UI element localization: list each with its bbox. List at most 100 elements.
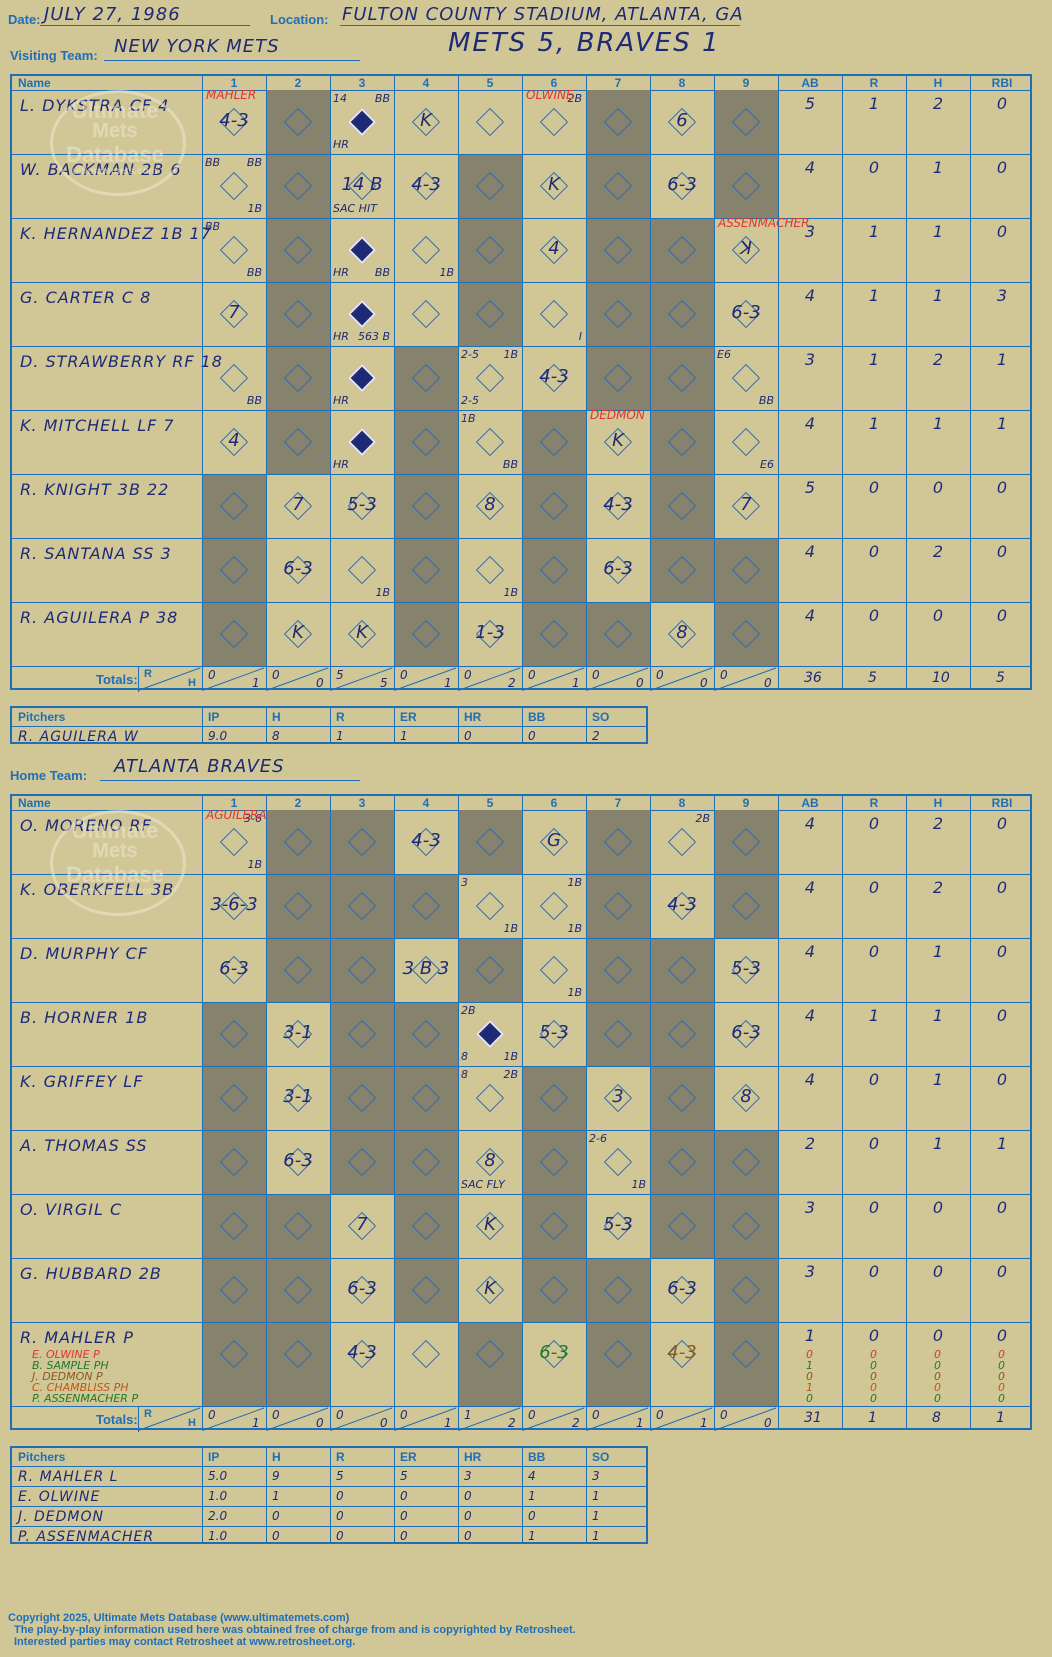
watermark-text: Database [66,862,164,887]
home-cell-r8-inn5: K [458,1258,522,1322]
base-diamond-icon [283,427,313,457]
play-result: 3-6-3 [210,894,258,915]
base-diamond-icon [283,107,313,137]
rbi-value: 0 [996,542,1008,561]
base-diamond-icon [731,171,761,201]
visitors-cell-r7-inn9: 7 [714,474,778,538]
name-header: Name [18,76,51,90]
base-diamond-icon [603,891,633,921]
pitcher-r-value: 0 [336,1489,344,1503]
h-value: 1 [932,1070,944,1089]
play-note: 1B [567,876,582,889]
play-note: 1B [247,858,262,871]
base-diamond-icon [411,363,441,393]
substitute-stat: 0 [806,1392,813,1405]
batter-name: A. THOMAS SS [20,1136,148,1155]
substitute-name: C. CHAMBLISS PH [32,1381,129,1394]
stat-cell: 0 [970,810,1034,874]
pitcher-er-value: 0 [400,1489,408,1503]
r-value: 0 [868,1198,880,1217]
visitors-cell-r3-inn5 [458,218,522,282]
home-cell-r8-inn3: 6-3 [330,1258,394,1322]
home-cell-r4-inn8 [650,1002,714,1066]
stat-cell: 4 [778,1002,842,1066]
row-divider [12,1486,646,1487]
stat-cell: 0 [970,938,1034,1002]
stat-cell: 1 [970,346,1034,410]
stat-cell: 1 [906,218,970,282]
home-cell-r7-inn2 [266,1194,330,1258]
inning-hits-total: 0 [764,676,772,690]
pitcher-ip-value: 2.0 [208,1509,228,1523]
stat-cell: 0 [970,90,1034,154]
ab-value: 4 [804,1006,816,1025]
substitute-stat: 0 [998,1381,1005,1394]
visitors-cell-r4-inn7 [586,282,650,346]
pitcher-h-value: 9 [272,1469,280,1483]
stat-cell: 1 [842,90,906,154]
stat-cell: 0 [842,1322,906,1386]
base-diamond-icon [347,827,377,857]
stat-cell: 2 [906,810,970,874]
inning-runs-total: 0 [720,1408,728,1422]
pitcher-r-value: 1 [336,729,344,743]
play-note: 2B [503,1068,518,1081]
stat-cell: 0 [970,1002,1034,1066]
play-result: 5-3 [539,1022,569,1043]
base-diamond-icon [347,891,377,921]
play-result: 8 [676,622,688,643]
base-diamond-icon [539,1275,569,1305]
home-cell-r6-inn5: 8 SAC FLY [458,1130,522,1194]
inning-runs-total: 0 [272,1408,280,1422]
home-cell-r2-inn6: 1B 1B [522,874,586,938]
visitors-cell-r6-inn6 [522,410,586,474]
batter-name: D. STRAWBERRY RF 18 [20,352,223,371]
stat-cell: 0 [906,1258,970,1322]
base-diamond-icon [539,555,569,585]
inning-runs-total: 0 [464,668,472,682]
inning-6-header: 6 [550,76,558,90]
base-diamond-icon [283,171,313,201]
base-diamond-icon [539,619,569,649]
inning-hits-total: 0 [316,1416,324,1430]
base-diamond-icon [475,363,505,393]
ab-header: AB [801,796,819,810]
pitching-change-note: AGUILERA [206,808,267,822]
r-value: 0 [868,942,880,961]
col-divider [842,76,843,688]
play-note: SAC HIT [333,202,377,215]
substitute-stat: 0 [806,1348,813,1361]
ab-value: 3 [804,350,816,369]
substitute-name: E. OLWINE P [32,1348,100,1361]
base-diamond-icon [283,891,313,921]
play-result: K [548,174,560,195]
home-cell-r2-inn4 [394,874,458,938]
watermark-text: Ultimate [71,98,159,123]
run-scored-diamond-icon [475,1019,505,1049]
inning-runs-total: 5 [336,668,344,682]
base-diamond-icon [667,363,697,393]
h-value: 1 [932,286,944,305]
h-value: 2 [932,350,944,369]
base-diamond-icon [347,555,377,585]
pitcher-header-4: ER [400,710,417,724]
home-cell-r5-inn4 [394,1066,458,1130]
play-note: SAC FLY [461,1178,505,1191]
substitute-stat: 0 [870,1348,877,1361]
play-result: 4-3 [219,110,249,131]
inning-4-header: 4 [422,76,430,90]
visitors-cell-r5-inn6: 4-3 [522,346,586,410]
visitors-cell-r9-inn8: 8 [650,602,714,666]
h-header: H [933,796,943,810]
base-diamond-icon [283,299,313,329]
visitors-cell-r7-inn3: 5-3 [330,474,394,538]
visitors-cell-r5-inn5: 2-5 1B 2-5 [458,346,522,410]
pitcher-er-value: 1 [400,729,408,743]
play-result: 4 [548,238,560,259]
play-note: HR [333,330,349,343]
stat-cell: 0 [842,1194,906,1258]
play-result: 4-3 [603,494,633,515]
col-divider [522,796,523,1428]
base-diamond-icon [731,1339,761,1369]
home-cell-r1-inn3 [330,810,394,874]
